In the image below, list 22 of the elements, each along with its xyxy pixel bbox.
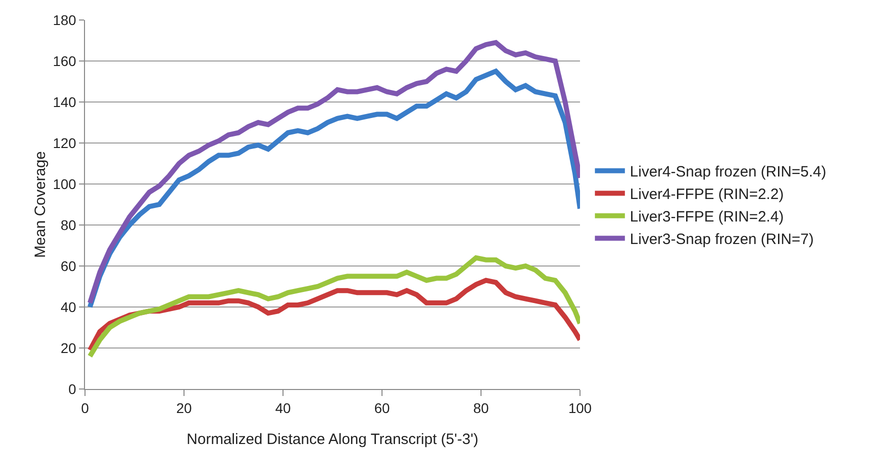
x-tick-label: 60 <box>374 400 390 416</box>
x-tick-label: 80 <box>473 400 489 416</box>
x-tick-label: 100 <box>568 400 592 416</box>
x-tick-label: 20 <box>176 400 192 416</box>
legend-label: Liver3-Snap frozen (RIN=7) <box>630 231 814 248</box>
y-tick-label: 60 <box>60 258 76 274</box>
y-tick-label: 140 <box>52 94 76 110</box>
y-tick-label: 100 <box>52 176 76 192</box>
legend-label: Liver4-Snap frozen (RIN=5.4) <box>630 164 826 181</box>
x-axis-title: Normalized Distance Along Transcript (5'-3') <box>186 431 478 448</box>
y-tick-label: 0 <box>68 380 76 397</box>
y-tick-label: 20 <box>60 340 76 356</box>
y-tick-label: 40 <box>60 298 76 315</box>
y-axis-title: Mean Coverage <box>32 151 49 258</box>
y-tick-label: 80 <box>60 216 76 233</box>
legend-label: Liver4-FFPE (RIN=2.2) <box>630 186 784 204</box>
y-tick-label: 180 <box>52 12 76 28</box>
legend-label: Liver3-FFPE (RIN=2.4) <box>630 208 784 226</box>
y-tick-label: 160 <box>52 52 76 69</box>
y-tick-label: 120 <box>52 134 76 151</box>
x-tick-label: 0 <box>81 400 90 416</box>
x-tick-label: 40 <box>275 400 291 416</box>
